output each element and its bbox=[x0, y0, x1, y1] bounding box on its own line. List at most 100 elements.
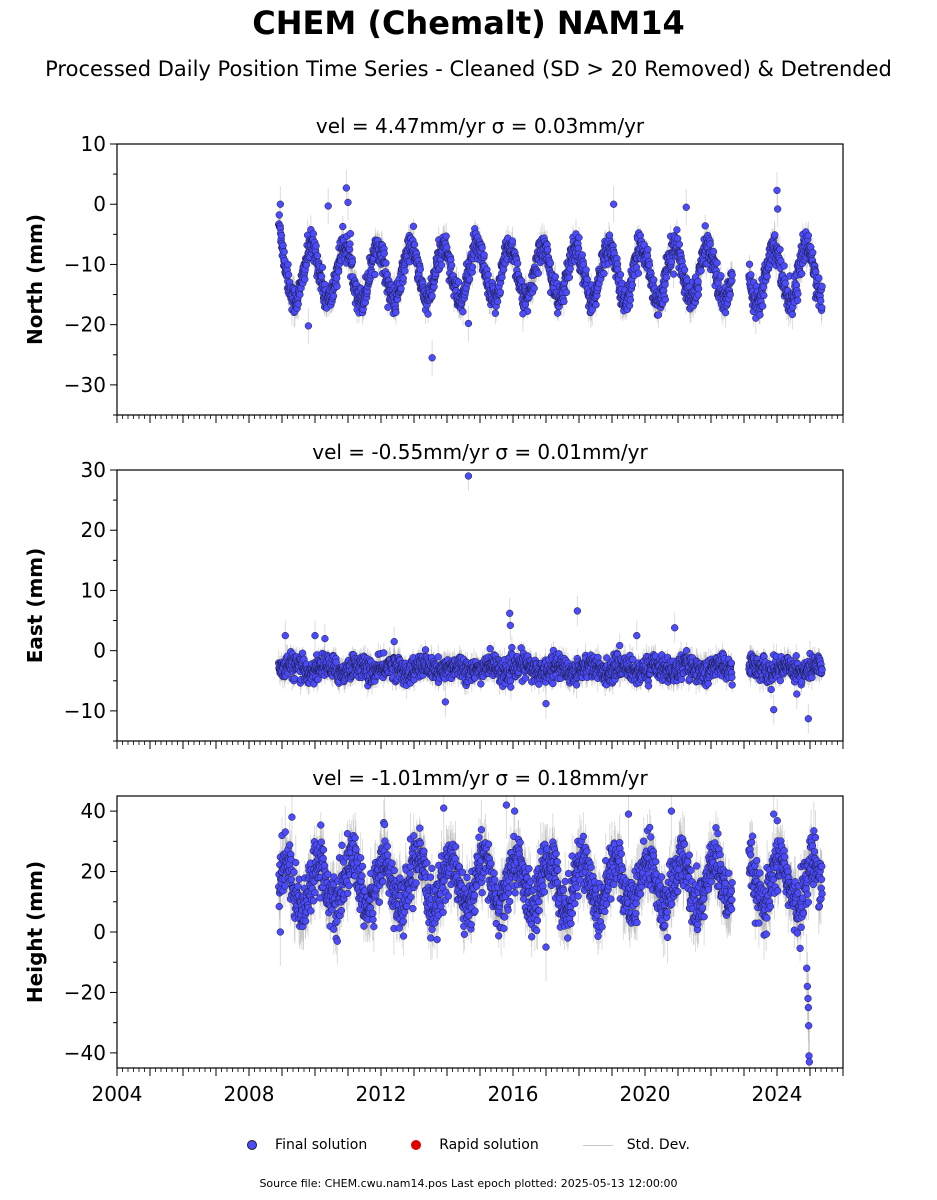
data-point bbox=[706, 240, 714, 248]
data-point bbox=[344, 198, 352, 207]
data-point bbox=[318, 263, 327, 272]
data-point bbox=[661, 281, 669, 289]
panel-north: 10 0 −10 −20 −30 vel = 4.47mm/yr σ = 0.03mm/y… bbox=[23, 114, 844, 423]
data-point bbox=[562, 288, 570, 297]
data-point bbox=[348, 258, 357, 266]
data-point bbox=[774, 205, 782, 213]
data-point bbox=[575, 233, 583, 242]
data-point bbox=[798, 270, 806, 278]
data-point bbox=[818, 303, 826, 312]
data-point bbox=[275, 211, 283, 219]
data-point bbox=[333, 274, 341, 282]
y-tick-label: 10 bbox=[81, 132, 106, 156]
data-point bbox=[371, 270, 379, 279]
panel-title-north: vel = 4.47mm/yr σ = 0.03mm/yr bbox=[316, 114, 645, 138]
data-point bbox=[312, 242, 320, 250]
data-point bbox=[756, 311, 764, 319]
data-point bbox=[680, 266, 689, 274]
data-point bbox=[583, 275, 591, 284]
data-point bbox=[745, 260, 754, 268]
data-point bbox=[346, 240, 354, 248]
data-point bbox=[776, 245, 784, 254]
data-point bbox=[669, 270, 678, 278]
data-point bbox=[454, 278, 463, 286]
data-point bbox=[793, 296, 802, 305]
data-point bbox=[519, 310, 527, 318]
data-point bbox=[818, 282, 826, 291]
data-point bbox=[728, 271, 736, 279]
data-point bbox=[313, 252, 322, 260]
data-point bbox=[424, 310, 432, 318]
data-point bbox=[661, 295, 669, 304]
data-point bbox=[713, 259, 721, 267]
data-point bbox=[346, 230, 355, 238]
figure-title: CHEM (Chemalt) NAM14 bbox=[252, 4, 685, 42]
data-point bbox=[329, 292, 338, 300]
data-point bbox=[817, 297, 825, 305]
data-point bbox=[694, 291, 702, 299]
data-point bbox=[517, 277, 526, 285]
y-axis-label-north: North (mm) bbox=[23, 214, 47, 345]
data-point bbox=[484, 271, 492, 279]
stddev-bars-east bbox=[278, 470, 823, 734]
data-point bbox=[392, 308, 400, 317]
data-point bbox=[560, 297, 568, 306]
data-point bbox=[530, 284, 538, 292]
data-point bbox=[565, 273, 574, 282]
data-point bbox=[276, 200, 285, 208]
data-point bbox=[694, 285, 703, 293]
data-point bbox=[694, 277, 702, 286]
data-point bbox=[551, 273, 559, 281]
data-point bbox=[759, 302, 767, 310]
data-point bbox=[465, 275, 474, 283]
data-point bbox=[277, 231, 286, 240]
data-point bbox=[279, 241, 287, 250]
data-point bbox=[284, 271, 293, 279]
data-point bbox=[760, 291, 768, 300]
data-point bbox=[780, 262, 788, 270]
y-tick-label: −20 bbox=[64, 313, 106, 337]
data-point bbox=[496, 288, 505, 296]
data-point bbox=[478, 244, 486, 252]
data-point bbox=[468, 263, 477, 271]
data-point bbox=[626, 296, 635, 304]
data-point bbox=[675, 240, 684, 249]
data-point bbox=[794, 290, 802, 298]
data-point bbox=[773, 186, 781, 195]
data-point bbox=[399, 274, 407, 283]
data-point bbox=[342, 184, 351, 192]
data-point bbox=[428, 292, 436, 300]
data-point bbox=[553, 309, 562, 317]
plot-area-east bbox=[275, 470, 826, 734]
data-point bbox=[437, 261, 446, 269]
data-point bbox=[781, 279, 789, 287]
data-point bbox=[544, 246, 552, 254]
data-point bbox=[771, 231, 779, 239]
data-point bbox=[443, 243, 451, 251]
data-point bbox=[416, 265, 424, 273]
data-point bbox=[304, 322, 313, 330]
data-point bbox=[428, 354, 436, 362]
data-point bbox=[546, 259, 555, 267]
data-point bbox=[493, 297, 502, 306]
data-point bbox=[709, 247, 718, 256]
data-point bbox=[339, 222, 347, 231]
data-point bbox=[380, 249, 388, 257]
y-tick-label: −10 bbox=[64, 252, 106, 276]
data-point bbox=[498, 273, 506, 281]
data-point bbox=[588, 306, 596, 314]
data-point bbox=[721, 308, 730, 317]
data-point bbox=[301, 275, 309, 283]
data-point bbox=[650, 276, 658, 284]
data-point bbox=[726, 291, 734, 299]
data-point bbox=[673, 226, 681, 234]
y-tick-label: 0 bbox=[93, 192, 106, 216]
data-point bbox=[701, 222, 709, 230]
data-point bbox=[296, 290, 304, 299]
data-point bbox=[815, 274, 823, 282]
data-point bbox=[382, 259, 390, 267]
data-point bbox=[491, 309, 500, 317]
data-point bbox=[280, 248, 288, 256]
data-point bbox=[804, 231, 812, 240]
